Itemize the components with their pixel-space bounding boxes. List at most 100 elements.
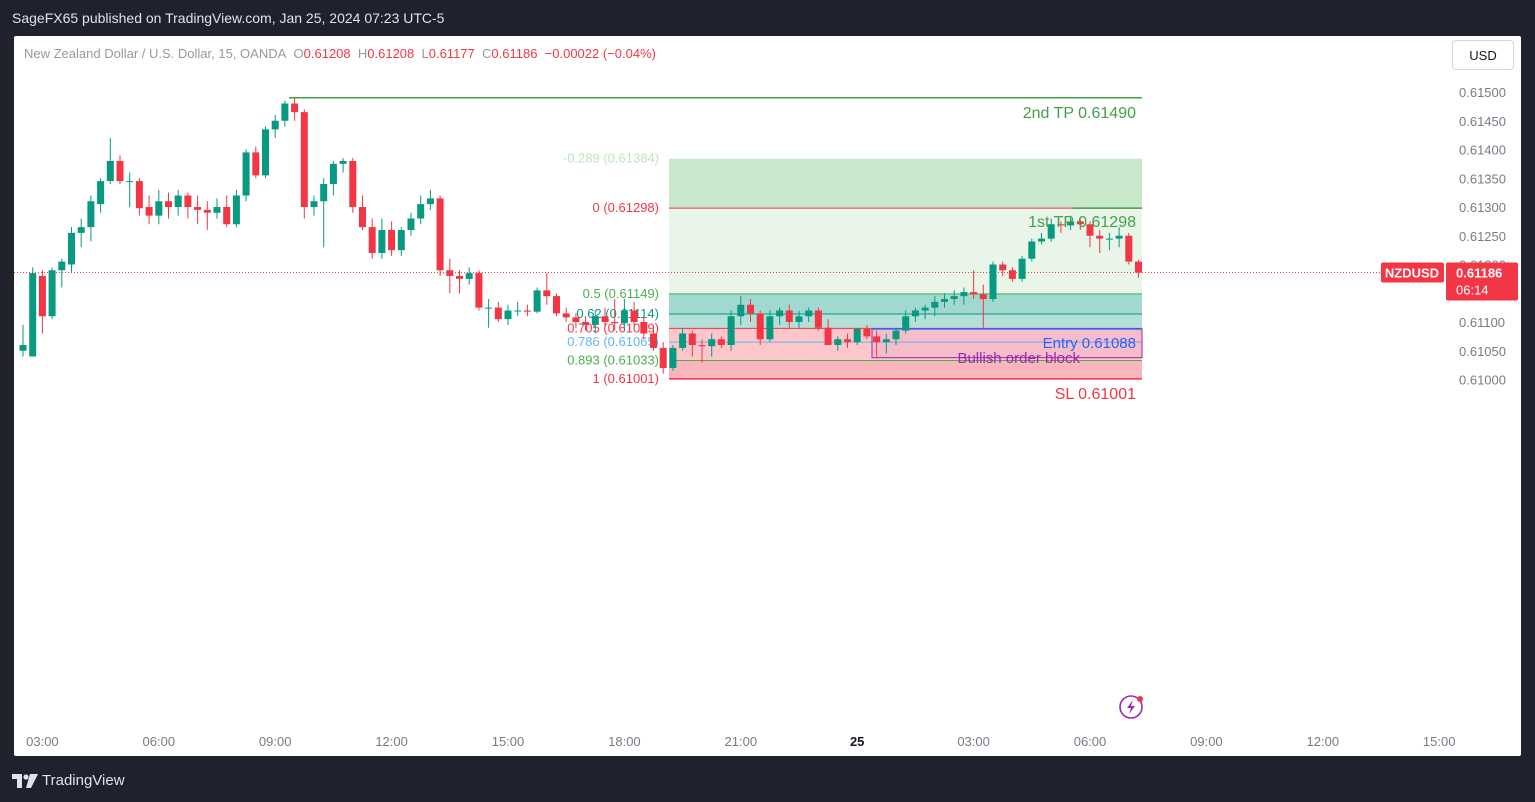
candle-body — [844, 339, 851, 343]
candles — [19, 97, 1142, 374]
candle-body — [931, 301, 939, 308]
entry-label: Entry 0.61088 — [1043, 335, 1136, 352]
candle-body — [582, 322, 590, 325]
candle-body — [785, 310, 793, 322]
candle-113 — [1115, 227, 1123, 248]
candle-7 — [87, 195, 95, 242]
tp2-label: 2nd TP 0.61490 — [1023, 105, 1136, 122]
candle-0 — [19, 324, 27, 357]
fib-zone-4 — [669, 328, 1142, 343]
candle-body — [1105, 238, 1113, 240]
candle-104 — [1028, 238, 1036, 262]
candle-body — [407, 218, 415, 230]
candle-body — [824, 327, 832, 345]
candle-body — [853, 328, 861, 343]
time-tick-5: 18:00 — [608, 734, 641, 749]
candle-51 — [514, 301, 522, 317]
candle-body — [155, 201, 163, 216]
candle-32 — [329, 161, 337, 196]
candle-body — [999, 264, 1007, 271]
candle-33 — [339, 158, 347, 173]
fib-label-0: -0.289 (0.61384) — [563, 151, 659, 166]
candle-112 — [1105, 232, 1113, 251]
fib-zone-0 — [669, 158, 1142, 209]
legend-l-value: 0.61177 — [428, 46, 475, 61]
candle-body — [388, 230, 396, 251]
candle-body — [620, 310, 628, 324]
candle-108 — [1067, 215, 1075, 230]
candle-body — [766, 316, 774, 340]
candle-72 — [717, 336, 725, 348]
candle-78 — [776, 307, 784, 325]
candle-body — [232, 195, 240, 225]
currency-button[interactable]: USD — [1452, 40, 1514, 70]
candle-66 — [659, 342, 667, 374]
fib-label-4: 0.705 (0.61089) — [567, 320, 659, 335]
candle-body — [494, 307, 502, 320]
candle-body — [1008, 270, 1016, 279]
candle-106 — [1047, 218, 1055, 242]
candle-88 — [873, 330, 881, 357]
candle-body — [553, 296, 560, 314]
sl-label: SL 0.61001 — [1055, 386, 1136, 403]
candle-20 — [213, 198, 221, 219]
legend-change: −0.00022 (−0.04%) — [544, 46, 656, 61]
candle-101 — [999, 261, 1007, 276]
tradingview-label: TradingView — [42, 772, 125, 789]
price-tick-1: 0.61450 — [1459, 114, 1506, 129]
candle-body — [1086, 224, 1094, 236]
candle-8 — [97, 178, 105, 213]
candle-107 — [1057, 221, 1065, 233]
candle-body — [271, 120, 279, 130]
time-tick-10: 09:00 — [1190, 734, 1223, 749]
candle-body — [426, 198, 434, 205]
candle-body — [165, 201, 172, 207]
candle-body — [533, 290, 541, 312]
candle-body — [135, 181, 143, 209]
candle-67 — [669, 345, 677, 371]
candle-body — [446, 270, 454, 276]
candle-body — [882, 339, 890, 343]
candle-80 — [795, 310, 803, 328]
candle-39 — [397, 227, 405, 256]
time-tick-3: 12:00 — [375, 734, 408, 749]
tradingview-logo[interactable]: TradingView — [12, 772, 125, 789]
candle-body — [281, 103, 289, 121]
candle-body — [126, 181, 134, 183]
candle-96 — [950, 290, 958, 305]
candle-body — [87, 201, 95, 228]
chart-labels: 2nd TP 0.61490 1st TP 0.61298 Entry 0.6108… — [957, 105, 1136, 403]
candle-71 — [708, 333, 716, 357]
candle-15 — [165, 192, 172, 219]
candle-29 — [300, 109, 308, 219]
candle-body — [863, 328, 871, 337]
candle-body — [310, 201, 318, 207]
candle-body — [756, 313, 764, 340]
candle-1 — [29, 267, 37, 357]
candle-body — [475, 273, 483, 308]
candle-body — [960, 292, 968, 297]
candle-84 — [834, 336, 842, 351]
trade-lines — [14, 97, 1442, 380]
lightning-icon[interactable] — [1119, 695, 1143, 719]
candle-110 — [1086, 221, 1094, 248]
candle-97 — [960, 287, 968, 305]
candle-body — [77, 227, 85, 233]
candle-17 — [184, 192, 192, 219]
candle-body — [349, 161, 357, 207]
candle-body — [203, 209, 211, 213]
candle-body — [659, 347, 667, 368]
candle-body — [970, 292, 978, 295]
fib-label-1: 0 (0.61298) — [593, 200, 660, 215]
candle-body — [902, 316, 910, 331]
candle-body — [368, 227, 376, 253]
price-tag-value: 0.61186 — [1456, 266, 1502, 281]
candle-body — [397, 230, 405, 251]
candle-body — [359, 207, 366, 228]
candle-57 — [572, 313, 580, 328]
fib-zone-1 — [669, 208, 1142, 294]
candle-10 — [116, 155, 124, 184]
candle-body — [814, 310, 822, 328]
candle-body — [465, 273, 473, 279]
